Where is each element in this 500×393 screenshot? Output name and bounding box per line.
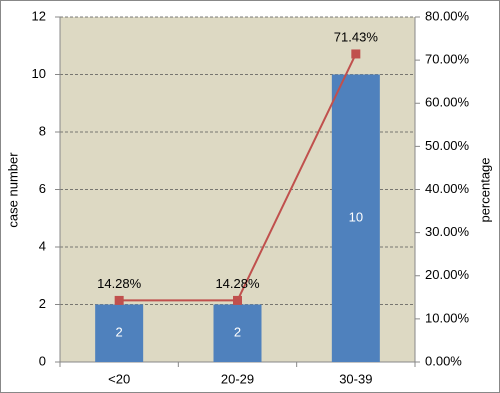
line-label: 14.28% — [215, 276, 260, 291]
line-label: 71.43% — [334, 29, 379, 44]
y-tick-label: 4 — [39, 238, 46, 253]
y2-tick-label: 40.00% — [425, 181, 470, 196]
y2-tick-label: 80.00% — [425, 8, 470, 23]
line-label: 14.28% — [97, 276, 142, 291]
y2-tick-label: 20.00% — [425, 267, 470, 282]
y2-tick-label: 50.00% — [425, 138, 470, 153]
y-tick-label: 2 — [39, 296, 46, 311]
y-tick-label: 8 — [39, 123, 46, 138]
bar-label: 2 — [234, 325, 241, 340]
line-marker — [233, 295, 242, 305]
bar — [331, 74, 380, 362]
y2-axis-label: percentage — [477, 157, 492, 222]
bar — [95, 304, 144, 362]
x-tick-label: <20 — [108, 371, 130, 386]
bar — [213, 304, 262, 362]
line-marker — [351, 49, 361, 59]
y-tick-label: 6 — [39, 181, 46, 196]
bar-label: 2 — [116, 325, 123, 340]
x-tick-label: 30-39 — [339, 371, 372, 386]
y-tick-label: 0 — [39, 353, 46, 368]
y2-tick-label: 70.00% — [425, 52, 470, 67]
y2-tick-label: 30.00% — [425, 224, 470, 239]
bar-label: 10 — [349, 210, 363, 225]
y-axis-label: case number — [5, 152, 20, 228]
y2-tick-label: 60.00% — [425, 95, 470, 110]
y2-tick-label: 10.00% — [425, 310, 470, 325]
y2-tick-label: 0.00% — [425, 353, 462, 368]
y-tick-label: 10 — [32, 66, 46, 81]
x-tick-label: 20-29 — [221, 371, 254, 386]
y-tick-label: 12 — [32, 8, 46, 23]
line-marker — [114, 295, 124, 305]
